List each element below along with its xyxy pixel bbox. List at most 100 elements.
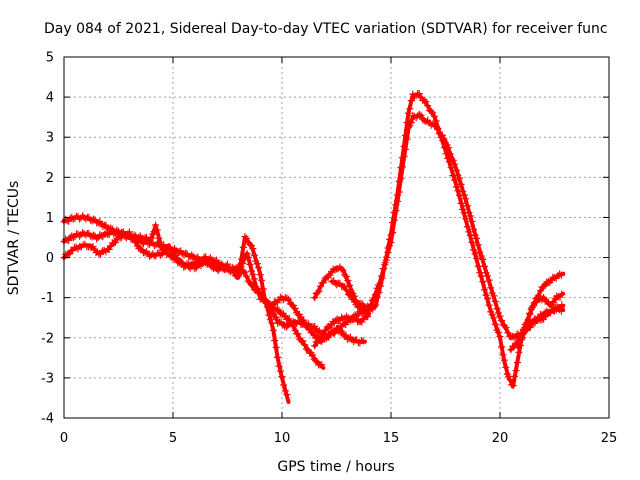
data-point — [322, 327, 330, 335]
data-point — [364, 302, 372, 310]
data-point — [231, 268, 239, 275]
data-point — [476, 248, 484, 256]
data-point — [457, 180, 465, 188]
data-point — [407, 97, 415, 105]
data-point — [476, 269, 484, 277]
data-point — [358, 318, 366, 326]
data-point — [342, 331, 350, 339]
chart-title: Day 084 of 2021, Sidereal Day-to-day VTE… — [44, 21, 608, 37]
data-point — [541, 313, 549, 321]
data-point — [256, 295, 264, 303]
data-point — [498, 317, 506, 325]
data-point — [253, 284, 261, 292]
data-point — [62, 235, 70, 243]
data-point — [368, 296, 376, 304]
data-point — [410, 93, 418, 101]
data-point — [79, 241, 87, 249]
data-point — [337, 265, 345, 273]
data-point — [244, 239, 252, 247]
data-point — [274, 353, 282, 361]
data-point — [440, 144, 448, 151]
data-point — [255, 264, 263, 272]
data-point — [344, 277, 352, 285]
data-point — [477, 272, 485, 280]
data-point — [480, 262, 488, 270]
data-point — [255, 289, 263, 297]
data-point — [309, 329, 316, 337]
series-9 — [513, 301, 566, 350]
data-point — [290, 322, 298, 330]
data-point — [328, 278, 336, 286]
data-point — [199, 257, 207, 264]
data-point — [498, 343, 505, 351]
data-point — [400, 142, 408, 150]
data-point — [537, 287, 544, 295]
data-point — [283, 294, 291, 302]
data-point — [178, 259, 186, 267]
data-point — [314, 328, 322, 336]
data-point — [135, 233, 143, 241]
data-point — [136, 244, 144, 252]
data-point — [515, 337, 523, 345]
data-point — [377, 282, 385, 290]
plot-frame — [63, 56, 610, 419]
data-point — [445, 158, 453, 166]
data-point — [237, 263, 245, 271]
data-point — [470, 246, 477, 254]
data-point — [487, 284, 495, 292]
data-point — [390, 208, 398, 216]
data-point — [359, 337, 367, 345]
data-point — [65, 250, 73, 258]
y-tick-label: -3 — [41, 371, 54, 386]
data-point — [153, 226, 161, 234]
data-point — [214, 267, 222, 274]
data-point — [508, 381, 516, 389]
data-point — [253, 260, 261, 268]
data-point — [522, 327, 530, 335]
data-point — [506, 376, 514, 384]
data-point — [523, 319, 531, 327]
data-point — [447, 164, 455, 172]
data-point — [306, 324, 314, 332]
data-point — [452, 183, 460, 191]
data-point — [160, 246, 168, 254]
data-point — [256, 271, 264, 279]
data-point — [364, 313, 372, 320]
data-point — [125, 228, 133, 236]
data-point — [499, 351, 507, 359]
data-point — [491, 297, 499, 305]
data-point — [442, 150, 450, 158]
data-point — [65, 236, 73, 244]
data-point — [132, 237, 140, 245]
data-point — [509, 382, 517, 390]
data-point — [422, 98, 430, 106]
data-point — [403, 119, 411, 126]
data-point — [449, 156, 457, 164]
data-point — [299, 337, 307, 345]
data-point — [155, 234, 163, 242]
data-point — [90, 231, 98, 239]
data-point — [558, 290, 566, 298]
data-point — [395, 177, 403, 185]
data-point — [252, 283, 260, 291]
data-point — [540, 283, 548, 291]
data-point — [211, 263, 219, 271]
data-point — [93, 235, 101, 243]
data-point — [417, 111, 425, 119]
data-point — [507, 346, 515, 354]
y-tick-label: 5 — [46, 51, 54, 66]
data-point — [311, 294, 319, 302]
data-point — [157, 251, 164, 259]
data-point — [275, 306, 283, 314]
data-point — [158, 250, 166, 258]
data-point — [349, 295, 357, 303]
data-point — [344, 290, 352, 298]
data-point — [314, 338, 322, 346]
y-tick-label: 1 — [46, 211, 54, 226]
data-point — [470, 226, 477, 233]
data-point — [439, 137, 447, 145]
data-point — [213, 256, 221, 264]
data-point — [482, 291, 490, 299]
data-point — [373, 293, 381, 301]
data-point — [69, 215, 77, 223]
